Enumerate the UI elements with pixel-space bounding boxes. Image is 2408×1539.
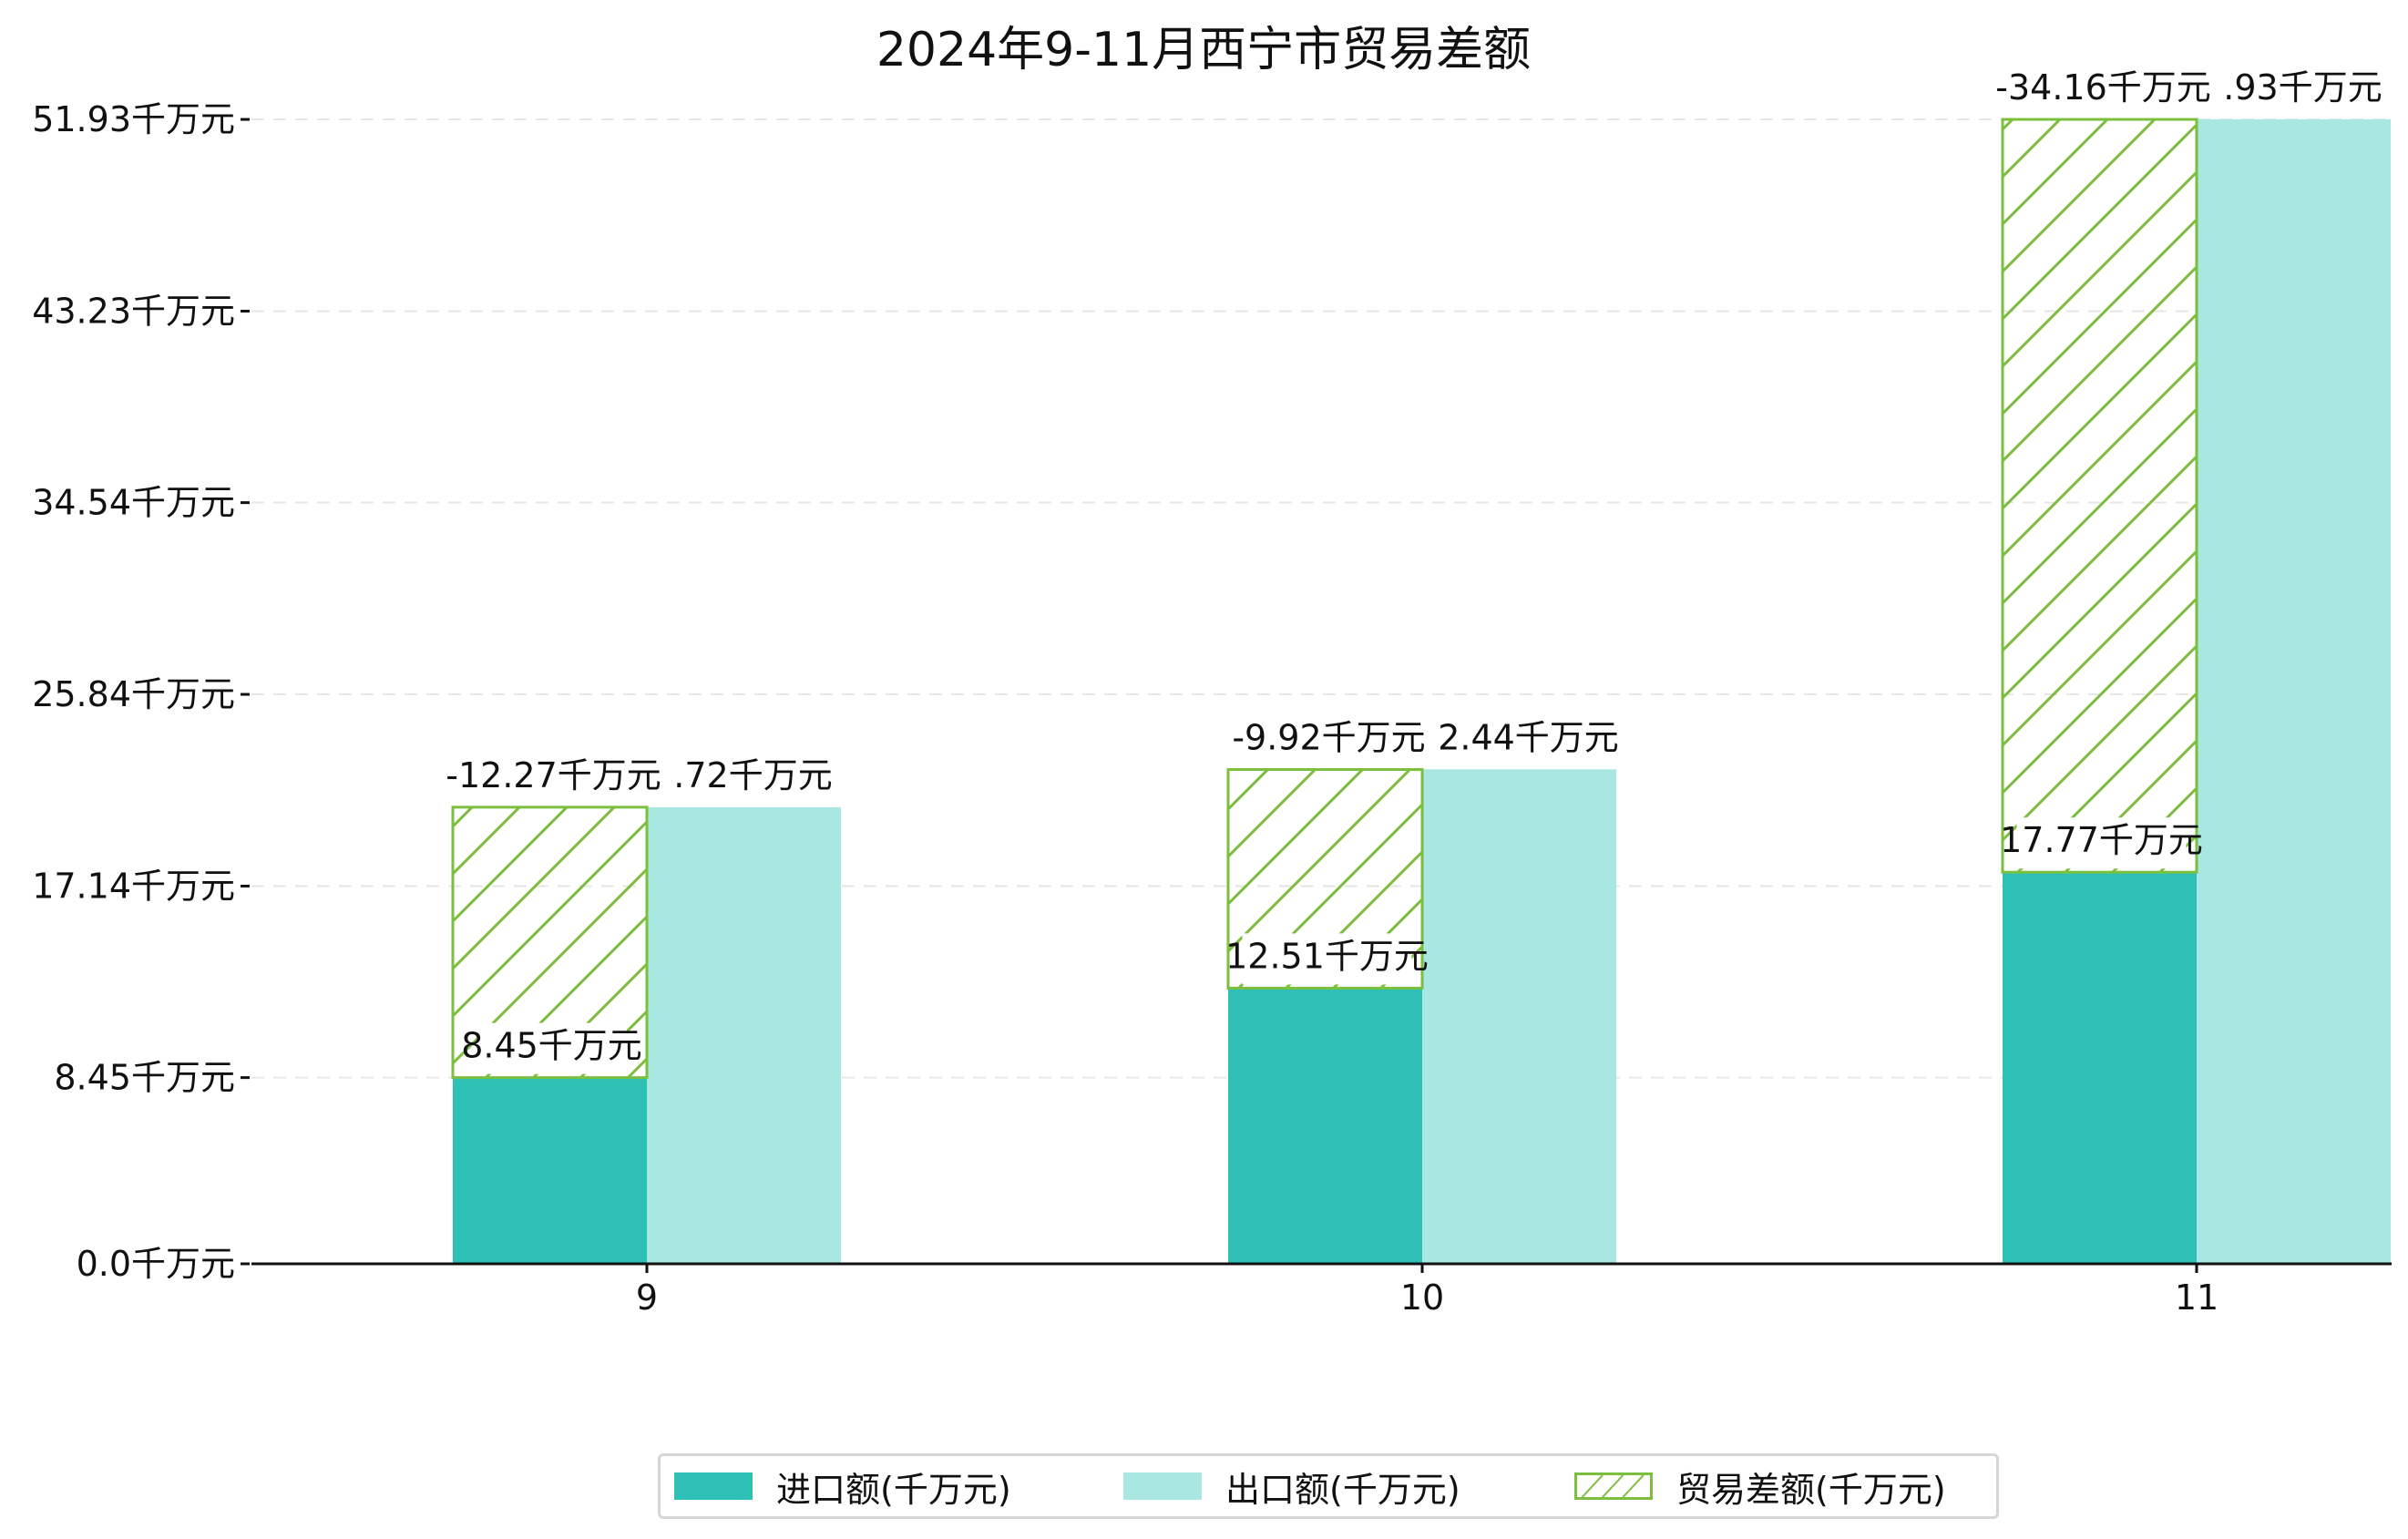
import-bar xyxy=(453,1077,647,1264)
y-tick-label: 51.93千万元 xyxy=(32,99,235,139)
export-bar xyxy=(2197,119,2391,1264)
import-bar xyxy=(1228,988,1422,1264)
import-value-label-bg xyxy=(2016,817,2187,869)
legend-item-balance: 贸易差额(千万元) xyxy=(1574,1456,1946,1516)
import-value-label-bg xyxy=(476,1022,627,1074)
import-value-label: 12.51千万元 xyxy=(1225,936,1429,976)
import-bar xyxy=(2003,872,2197,1264)
bars xyxy=(451,118,2391,1264)
export-bar xyxy=(647,806,841,1264)
balance-value-label: -9.92千万元 xyxy=(1232,718,1425,758)
axes: 0.0千万元 8.45千万元 17.14千万元 25.84千万元 34.54千万元 43.… xyxy=(32,99,2392,1318)
chart-title: 2024年9-11月西宁市贸易差额 xyxy=(876,23,1531,77)
legend-item-export: 出口额(千万元) xyxy=(1123,1456,1460,1516)
legend-swatch-import xyxy=(674,1472,753,1500)
export-bar xyxy=(1422,769,1616,1264)
x-tick-label: 11 xyxy=(2175,1277,2218,1318)
y-tick-label: 25.84千万元 xyxy=(32,674,235,714)
x-tick-label: 9 xyxy=(636,1277,658,1318)
y-tick-label: 43.23千万元 xyxy=(32,291,235,331)
legend: 进口额(千万元) 出口额(千万元) 贸易差额(千万元) xyxy=(658,1453,1999,1519)
y-tick-label: 34.54千万元 xyxy=(32,483,235,523)
balance-value-label-bg xyxy=(2009,65,2198,117)
legend-label-import: 进口额(千万元) xyxy=(776,1469,1011,1510)
data-labels: .72千万元 8.45千万元 -12.27千万元 2.44千万元 12.51千万元 -9.… xyxy=(446,65,2382,1074)
legend-swatch-export xyxy=(1123,1472,1202,1500)
balance-value-label-bg xyxy=(459,752,648,804)
y-tick-label: 0.0千万元 xyxy=(77,1244,235,1284)
export-value-label: .72千万元 xyxy=(673,755,832,795)
export-value-label-bg xyxy=(2237,65,2369,117)
import-value-label: 17.77千万元 xyxy=(2000,820,2203,860)
y-tick-label: 17.14千万元 xyxy=(32,866,235,906)
balance-bar xyxy=(2001,118,2198,874)
export-value-label: 2.44千万元 xyxy=(1438,717,1619,757)
balance-value-label: -12.27千万元 xyxy=(446,755,661,795)
import-value-label-bg xyxy=(1242,933,1412,985)
legend-item-import: 进口额(千万元) xyxy=(674,1456,1011,1516)
legend-swatch-balance xyxy=(1574,1472,1653,1500)
balance-value-label-bg xyxy=(1244,714,1414,766)
export-value-label: .93千万元 xyxy=(2223,67,2382,108)
legend-label-export: 出口额(千万元) xyxy=(1225,1469,1460,1510)
y-tick-label: 8.45千万元 xyxy=(54,1058,235,1098)
export-value-label-bg xyxy=(1453,714,1604,766)
import-value-label: 8.45千万元 xyxy=(461,1026,642,1066)
balance-value-label: -34.16千万元 xyxy=(1995,67,2211,108)
x-tick-label: 10 xyxy=(1400,1277,1444,1318)
export-value-label-bg xyxy=(687,752,819,804)
legend-label-balance: 贸易差额(千万元) xyxy=(1676,1469,1946,1510)
